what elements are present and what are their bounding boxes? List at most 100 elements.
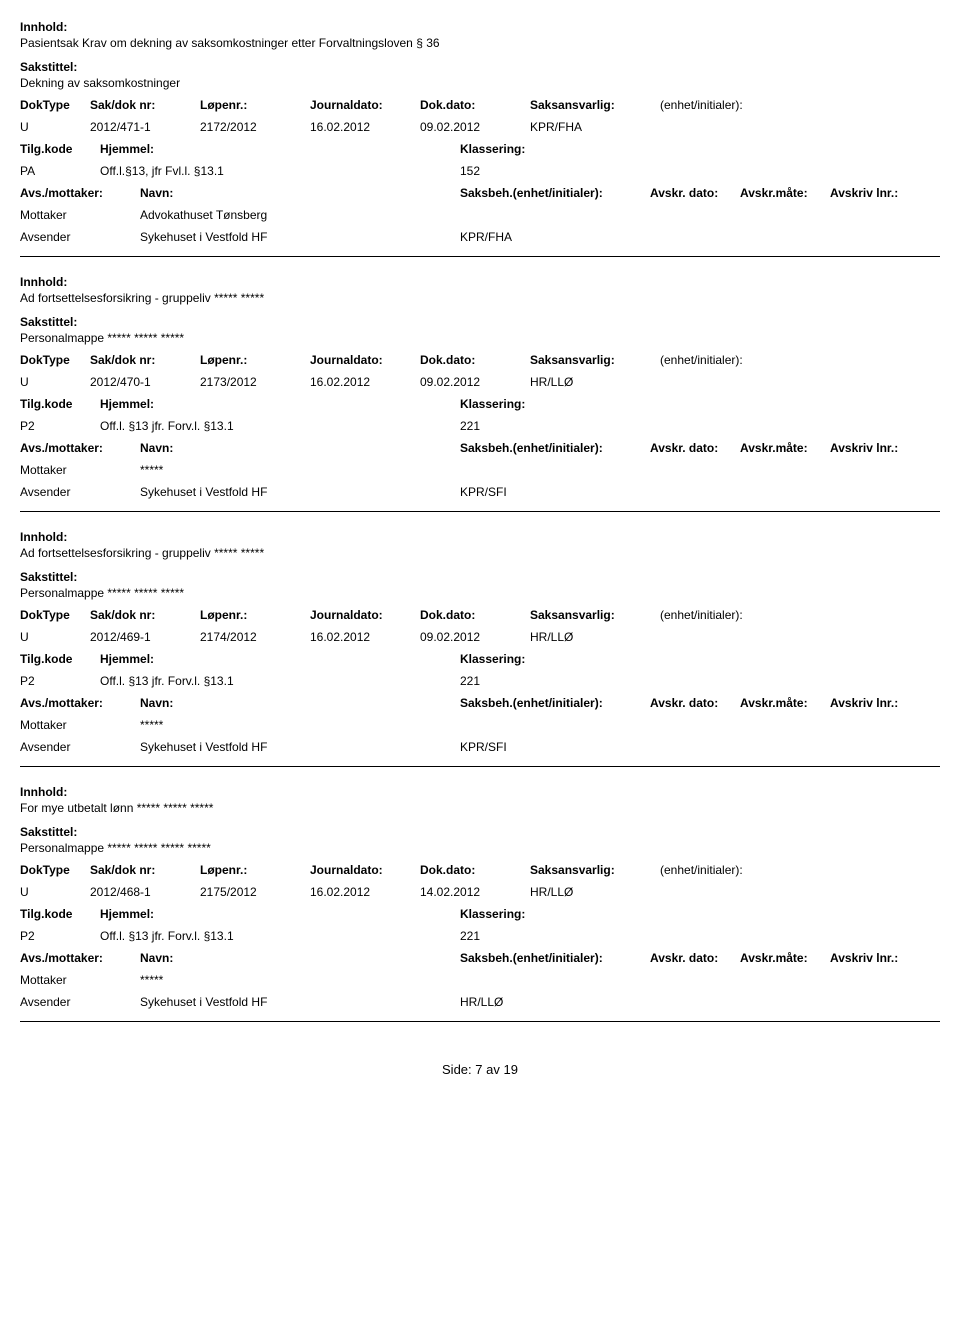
dokdato-value: 09.02.2012: [420, 120, 530, 134]
avskrdato-label: Avskr. dato:: [650, 951, 740, 965]
klassering-value: 152: [460, 164, 560, 178]
mottaker-navn: Advokathuset Tønsberg: [140, 208, 460, 222]
lopenr-label: Løpenr.:: [200, 353, 310, 367]
sakstittel-label: Sakstittel:: [20, 570, 940, 584]
enhet-value: [660, 375, 810, 389]
mottaker-row: Mottaker Advokathuset Tønsberg: [20, 208, 940, 222]
dokdato-value: 14.02.2012: [420, 885, 530, 899]
avskrmate-label: Avskr.måte:: [740, 186, 830, 200]
saksansvarlig-label: Saksansvarlig:: [530, 98, 660, 112]
journaldato-label: Journaldato:: [310, 863, 420, 877]
lopenr-value: 2174/2012: [200, 630, 310, 644]
navn-label: Navn:: [140, 441, 460, 455]
header-row-3: Avs./mottaker: Navn: Saksbeh.(enhet/init…: [20, 186, 940, 200]
lopenr-value: 2172/2012: [200, 120, 310, 134]
hjemmel-label: Hjemmel:: [100, 652, 460, 666]
lopenr-value: 2175/2012: [200, 885, 310, 899]
journal-record: Innhold: Ad fortsettelsesforsikring - gr…: [20, 530, 940, 767]
doktype-label: DokType: [20, 863, 90, 877]
lopenr-label: Løpenr.:: [200, 608, 310, 622]
saksbeh-label: Saksbeh.(enhet/initialer):: [460, 186, 650, 200]
mottaker-label: Mottaker: [20, 208, 140, 222]
avskrdato-label: Avskr. dato:: [650, 696, 740, 710]
navn-label: Navn:: [140, 696, 460, 710]
journaldato-value: 16.02.2012: [310, 885, 420, 899]
avsmottaker-label: Avs./mottaker:: [20, 186, 140, 200]
mottaker-row: Mottaker *****: [20, 718, 940, 732]
hjemmel-value: Off.l.§13, jfr Fvl.l. §13.1: [100, 164, 460, 178]
value-row-2: P2 Off.l. §13 jfr. Forv.l. §13.1 221: [20, 929, 940, 943]
avsender-navn: Sykehuset i Vestfold HF: [140, 230, 460, 244]
avsender-label: Avsender: [20, 485, 140, 499]
header-row-1: DokType Sak/dok nr: Løpenr.: Journaldato…: [20, 353, 940, 367]
header-row-3: Avs./mottaker: Navn: Saksbeh.(enhet/init…: [20, 696, 940, 710]
doktype-value: U: [20, 120, 90, 134]
enhet-value: [660, 885, 810, 899]
avsender-label: Avsender: [20, 230, 140, 244]
klassering-label: Klassering:: [460, 907, 560, 921]
avsender-label: Avsender: [20, 740, 140, 754]
doktype-value: U: [20, 885, 90, 899]
hjemmel-label: Hjemmel:: [100, 142, 460, 156]
sakstittel-label: Sakstittel:: [20, 825, 940, 839]
avsender-row: Avsender Sykehuset i Vestfold HF HR/LLØ: [20, 995, 940, 1009]
header-row-1: DokType Sak/dok nr: Løpenr.: Journaldato…: [20, 608, 940, 622]
avsender-navn: Sykehuset i Vestfold HF: [140, 740, 460, 754]
avsender-kode: KPR/SFI: [460, 485, 650, 499]
footer-av: av: [486, 1062, 500, 1077]
lopenr-label: Løpenr.:: [200, 98, 310, 112]
mottaker-row: Mottaker *****: [20, 973, 940, 987]
sakstittel-value: Personalmappe ***** ***** *****: [20, 331, 940, 345]
hjemmel-value: Off.l. §13 jfr. Forv.l. §13.1: [100, 929, 460, 943]
saksansvarlig-label: Saksansvarlig:: [530, 353, 660, 367]
footer-page-num: 7: [475, 1062, 482, 1077]
journaldato-label: Journaldato:: [310, 353, 420, 367]
avsender-navn: Sykehuset i Vestfold HF: [140, 995, 460, 1009]
journal-record: Innhold: Pasientsak Krav om dekning av s…: [20, 20, 940, 257]
value-row-1: U 2012/469-1 2174/2012 16.02.2012 09.02.…: [20, 630, 940, 644]
avsmottaker-label: Avs./mottaker:: [20, 441, 140, 455]
sakdok-label: Sak/dok nr:: [90, 353, 200, 367]
header-row-1: DokType Sak/dok nr: Løpenr.: Journaldato…: [20, 98, 940, 112]
hjemmel-value: Off.l. §13 jfr. Forv.l. §13.1: [100, 674, 460, 688]
lopenr-value: 2173/2012: [200, 375, 310, 389]
lopenr-label: Løpenr.:: [200, 863, 310, 877]
tilgkode-value: P2: [20, 674, 100, 688]
sakdok-label: Sak/dok nr:: [90, 608, 200, 622]
klassering-label: Klassering:: [460, 142, 560, 156]
tilgkode-value: P2: [20, 929, 100, 943]
avskrivlnr-label: Avskriv lnr.:: [830, 951, 920, 965]
journal-record: Innhold: For mye utbetalt lønn ***** ***…: [20, 785, 940, 1022]
avsender-label: Avsender: [20, 995, 140, 1009]
saksansvarlig-value: HR/LLØ: [530, 375, 660, 389]
klassering-value: 221: [460, 674, 560, 688]
sakstittel-value: Personalmappe ***** ***** ***** *****: [20, 841, 940, 855]
header-row-3: Avs./mottaker: Navn: Saksbeh.(enhet/init…: [20, 951, 940, 965]
dokdato-label: Dok.dato:: [420, 863, 530, 877]
value-row-1: U 2012/470-1 2173/2012 16.02.2012 09.02.…: [20, 375, 940, 389]
header-row-2: Tilg.kode Hjemmel: Klassering:: [20, 142, 940, 156]
sakdok-label: Sak/dok nr:: [90, 98, 200, 112]
sakdok-value: 2012/470-1: [90, 375, 200, 389]
doktype-value: U: [20, 630, 90, 644]
enhet-label: (enhet/initialer):: [660, 353, 810, 367]
saksansvarlig-label: Saksansvarlig:: [530, 863, 660, 877]
journaldato-label: Journaldato:: [310, 98, 420, 112]
saksansvarlig-value: KPR/FHA: [530, 120, 660, 134]
innhold-label: Innhold:: [20, 530, 940, 544]
avsender-row: Avsender Sykehuset i Vestfold HF KPR/FHA: [20, 230, 940, 244]
doktype-label: DokType: [20, 353, 90, 367]
klassering-value: 221: [460, 419, 560, 433]
klassering-label: Klassering:: [460, 652, 560, 666]
mottaker-label: Mottaker: [20, 463, 140, 477]
avsmottaker-label: Avs./mottaker:: [20, 696, 140, 710]
innhold-value: Pasientsak Krav om dekning av saksomkost…: [20, 36, 940, 50]
enhet-label: (enhet/initialer):: [660, 98, 810, 112]
avsender-row: Avsender Sykehuset i Vestfold HF KPR/SFI: [20, 485, 940, 499]
innhold-label: Innhold:: [20, 785, 940, 799]
avsmottaker-label: Avs./mottaker:: [20, 951, 140, 965]
hjemmel-label: Hjemmel:: [100, 397, 460, 411]
innhold-value: For mye utbetalt lønn ***** ***** *****: [20, 801, 940, 815]
doktype-value: U: [20, 375, 90, 389]
tilgkode-value: PA: [20, 164, 100, 178]
